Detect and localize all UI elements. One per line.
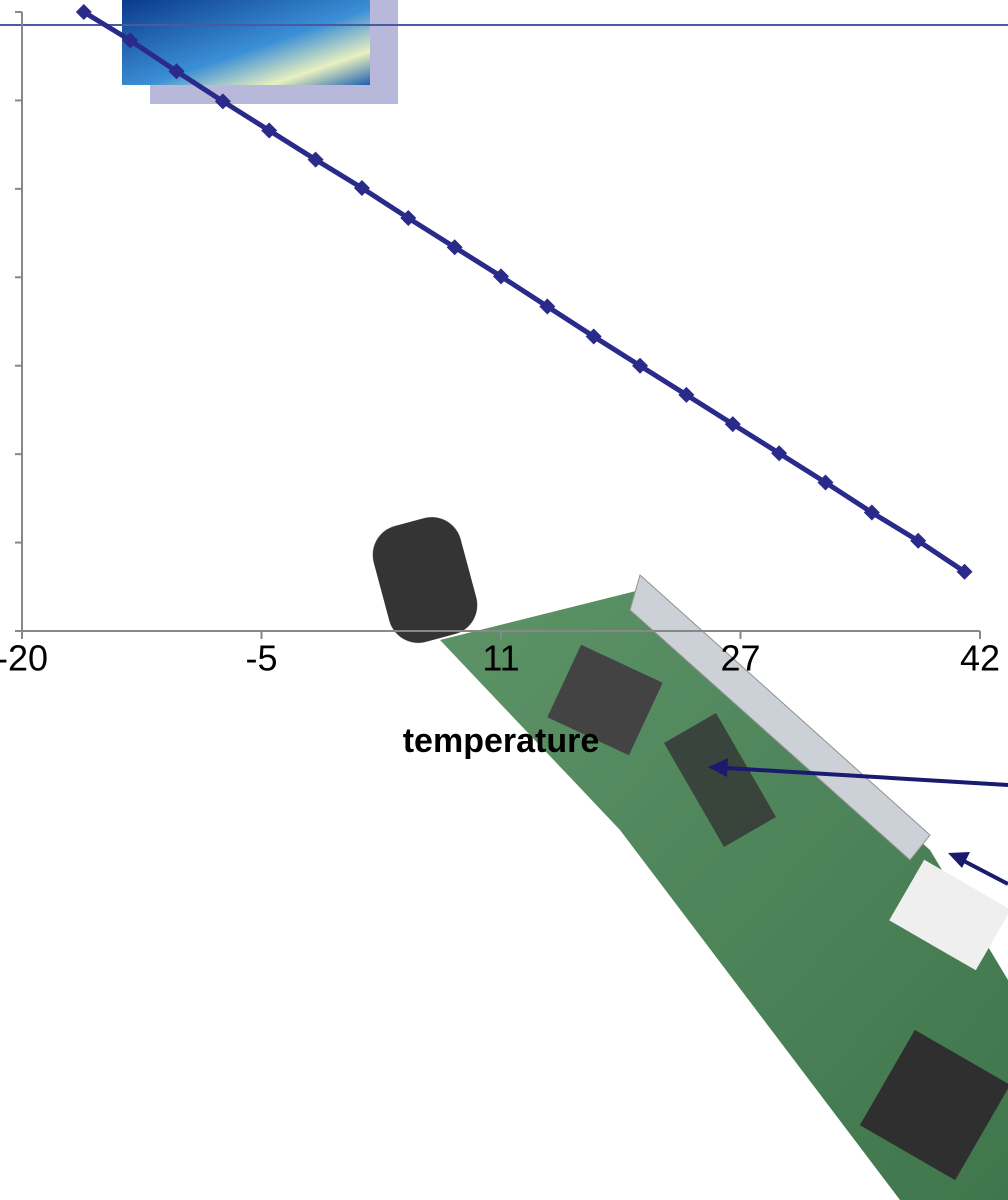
x-tick-label: 42 — [960, 638, 1000, 679]
x-tick-label: -5 — [245, 638, 277, 679]
logo — [122, 0, 370, 85]
data-point — [261, 122, 278, 139]
data-point — [585, 328, 602, 345]
plot: -20 -5 11 27 42 temperature — [0, 4, 1000, 760]
data-point — [307, 151, 324, 168]
data-point — [539, 298, 556, 315]
data-point — [122, 32, 139, 49]
data-point — [724, 416, 741, 433]
x-tick-label: -20 — [0, 638, 48, 679]
callout-arrows — [708, 758, 1008, 886]
data-point — [168, 63, 185, 80]
data-point — [771, 445, 788, 462]
data-point — [632, 357, 649, 374]
data-point — [678, 386, 695, 403]
x-tick-label: 11 — [482, 638, 519, 679]
x-axis-title: temperature — [403, 722, 600, 760]
pcb-photo — [372, 517, 1008, 1200]
data-point — [400, 210, 417, 227]
data-point — [214, 93, 231, 110]
data-point — [863, 504, 880, 521]
data-point — [446, 239, 463, 256]
data-point — [817, 474, 834, 491]
data-point — [75, 4, 92, 20]
data-point — [353, 179, 370, 196]
x-tick-label: 27 — [720, 638, 760, 679]
data-point — [910, 532, 927, 549]
data-point — [493, 268, 509, 285]
data-point — [956, 563, 973, 580]
series-line — [82, 9, 966, 574]
